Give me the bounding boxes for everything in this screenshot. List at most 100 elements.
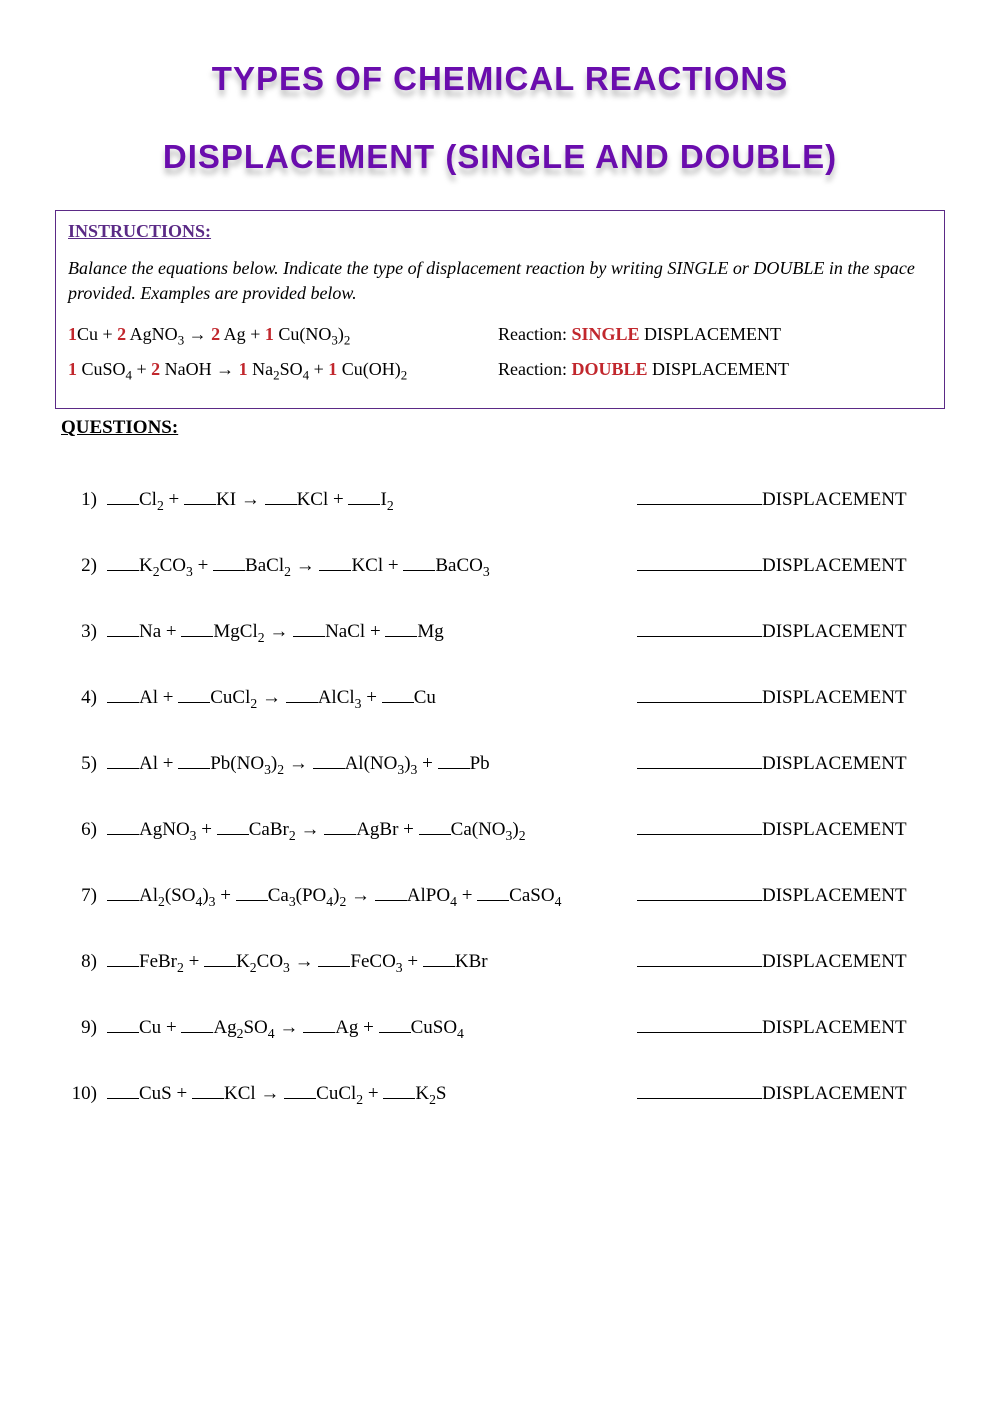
coefficient-blank[interactable] <box>319 551 351 571</box>
question-row: 10)CuS + KCl → CuCl2 + K2SDISPLACEMENT <box>55 1079 945 1105</box>
coefficient-blank[interactable] <box>403 551 435 571</box>
question-row: 1)Cl2 + KI → KCl + I2DISPLACEMENT <box>55 485 945 511</box>
example-equation: 1Cu + 2 AgNO3 → 2 Ag + 1 Cu(NO3)2 <box>68 324 498 345</box>
coefficient-blank[interactable] <box>192 1079 224 1099</box>
coefficient-blank[interactable] <box>107 1079 139 1099</box>
question-equation: CuS + KCl → CuCl2 + K2S <box>107 1079 637 1105</box>
answer-blank[interactable] <box>637 815 762 835</box>
answer-area: DISPLACEMENT <box>637 1013 945 1039</box>
displacement-label: DISPLACEMENT <box>762 885 907 907</box>
coefficient-blank[interactable] <box>303 1013 335 1033</box>
coefficient-blank[interactable] <box>419 815 451 835</box>
coefficient-blank[interactable] <box>265 485 297 505</box>
coefficient-blank[interactable] <box>313 749 345 769</box>
coefficient-blank[interactable] <box>107 485 139 505</box>
displacement-label: DISPLACEMENT <box>762 819 907 841</box>
coefficient-blank[interactable] <box>217 815 249 835</box>
question-equation: AgNO3 + CaBr2 → AgBr + Ca(NO3)2 <box>107 815 637 841</box>
coefficient-blank[interactable] <box>107 881 139 901</box>
coefficient-blank[interactable] <box>236 881 268 901</box>
question-equation: Al + CuCl2 → AlCl3 + Cu <box>107 683 637 709</box>
question-equation: FeBr2 + K2CO3 → FeCO3 + KBr <box>107 947 637 973</box>
coefficient-blank[interactable] <box>477 881 509 901</box>
question-number: 3) <box>55 621 107 643</box>
coefficient-blank[interactable] <box>181 617 213 637</box>
answer-area: DISPLACEMENT <box>637 551 945 577</box>
question-row: 5)Al + Pb(NO3)2 → Al(NO3)3 + Pb DISPLACEM… <box>55 749 945 775</box>
displacement-label: DISPLACEMENT <box>762 687 907 709</box>
examples-container: 1Cu + 2 AgNO3 → 2 Ag + 1 Cu(NO3)2Reactio… <box>68 324 932 380</box>
answer-area: DISPLACEMENT <box>637 617 945 643</box>
example-reaction-type: Reaction: DOUBLE DISPLACEMENT <box>498 359 932 380</box>
coefficient-blank[interactable] <box>375 881 407 901</box>
answer-blank[interactable] <box>637 1013 762 1033</box>
instructions-body: Balance the equations below. Indicate th… <box>68 256 932 306</box>
question-row: 9)Cu + Ag2SO4 → Ag + CuSO4 DISPLACEMENT <box>55 1013 945 1039</box>
question-row: 3)Na + MgCl2 → NaCl + MgDISPLACEMENT <box>55 617 945 643</box>
question-equation: Al + Pb(NO3)2 → Al(NO3)3 + Pb <box>107 749 637 775</box>
coefficient-blank[interactable] <box>438 749 470 769</box>
coefficient-blank[interactable] <box>107 551 139 571</box>
coefficient-blank[interactable] <box>107 815 139 835</box>
coefficient-blank[interactable] <box>184 485 216 505</box>
answer-blank[interactable] <box>637 881 762 901</box>
answer-blank[interactable] <box>637 1079 762 1099</box>
question-number: 2) <box>55 555 107 577</box>
answer-blank[interactable] <box>637 683 762 703</box>
answer-area: DISPLACEMENT <box>637 1079 945 1105</box>
coefficient-blank[interactable] <box>379 1013 411 1033</box>
displacement-label: DISPLACEMENT <box>762 753 907 775</box>
answer-blank[interactable] <box>637 617 762 637</box>
questions-list: 1)Cl2 + KI → KCl + I2DISPLACEMENT 2)K2CO3… <box>55 485 945 1105</box>
question-number: 4) <box>55 687 107 709</box>
question-number: 1) <box>55 489 107 511</box>
coefficient-blank[interactable] <box>286 683 318 703</box>
coefficient-blank[interactable] <box>107 749 139 769</box>
coefficient-blank[interactable] <box>293 617 325 637</box>
coefficient-blank[interactable] <box>423 947 455 967</box>
question-row: 6)AgNO3 + CaBr2 → AgBr + Ca(NO3)2DISPLAC… <box>55 815 945 841</box>
coefficient-blank[interactable] <box>107 947 139 967</box>
question-number: 5) <box>55 753 107 775</box>
coefficient-blank[interactable] <box>385 617 417 637</box>
answer-area: DISPLACEMENT <box>637 881 945 907</box>
answer-blank[interactable] <box>637 947 762 967</box>
example-equation: 1 CuSO4 + 2 NaOH → 1 Na2SO4 + 1 Cu(OH)2 <box>68 359 498 380</box>
displacement-label: DISPLACEMENT <box>762 489 907 511</box>
example-row: 1 CuSO4 + 2 NaOH → 1 Na2SO4 + 1 Cu(OH)2R… <box>68 359 932 380</box>
question-equation: K2CO3 + BaCl2 → KCl + BaCO3 <box>107 551 637 577</box>
answer-area: DISPLACEMENT <box>637 947 945 973</box>
answer-area: DISPLACEMENT <box>637 485 945 511</box>
example-reaction-type: Reaction: SINGLE DISPLACEMENT <box>498 324 932 345</box>
coefficient-blank[interactable] <box>383 1079 415 1099</box>
coefficient-blank[interactable] <box>107 683 139 703</box>
answer-area: DISPLACEMENT <box>637 749 945 775</box>
example-row: 1Cu + 2 AgNO3 → 2 Ag + 1 Cu(NO3)2Reactio… <box>68 324 932 345</box>
displacement-label: DISPLACEMENT <box>762 1017 907 1039</box>
question-number: 8) <box>55 951 107 973</box>
instructions-box: INSTRUCTIONS: Balance the equations belo… <box>55 210 945 409</box>
coefficient-blank[interactable] <box>178 683 210 703</box>
coefficient-blank[interactable] <box>348 485 380 505</box>
coefficient-blank[interactable] <box>318 947 350 967</box>
answer-area: DISPLACEMENT <box>637 683 945 709</box>
question-row: 7)Al2(SO4)3 + Ca3(PO4)2 → AlPO4 + CaSO4D… <box>55 881 945 907</box>
question-number: 9) <box>55 1017 107 1039</box>
coefficient-blank[interactable] <box>178 749 210 769</box>
coefficient-blank[interactable] <box>213 551 245 571</box>
question-equation: Na + MgCl2 → NaCl + Mg <box>107 617 637 643</box>
question-row: 8)FeBr2 + K2CO3 → FeCO3 + KBr DISPLACEMEN… <box>55 947 945 973</box>
coefficient-blank[interactable] <box>107 617 139 637</box>
displacement-label: DISPLACEMENT <box>762 951 907 973</box>
coefficient-blank[interactable] <box>324 815 356 835</box>
coefficient-blank[interactable] <box>284 1079 316 1099</box>
question-row: 4)Al + CuCl2 → AlCl3 + Cu DISPLACEMENT <box>55 683 945 709</box>
answer-blank[interactable] <box>637 749 762 769</box>
coefficient-blank[interactable] <box>107 1013 139 1033</box>
answer-blank[interactable] <box>637 485 762 505</box>
answer-blank[interactable] <box>637 551 762 571</box>
coefficient-blank[interactable] <box>204 947 236 967</box>
coefficient-blank[interactable] <box>382 683 414 703</box>
question-equation: Cu + Ag2SO4 → Ag + CuSO4 <box>107 1013 637 1039</box>
coefficient-blank[interactable] <box>181 1013 213 1033</box>
